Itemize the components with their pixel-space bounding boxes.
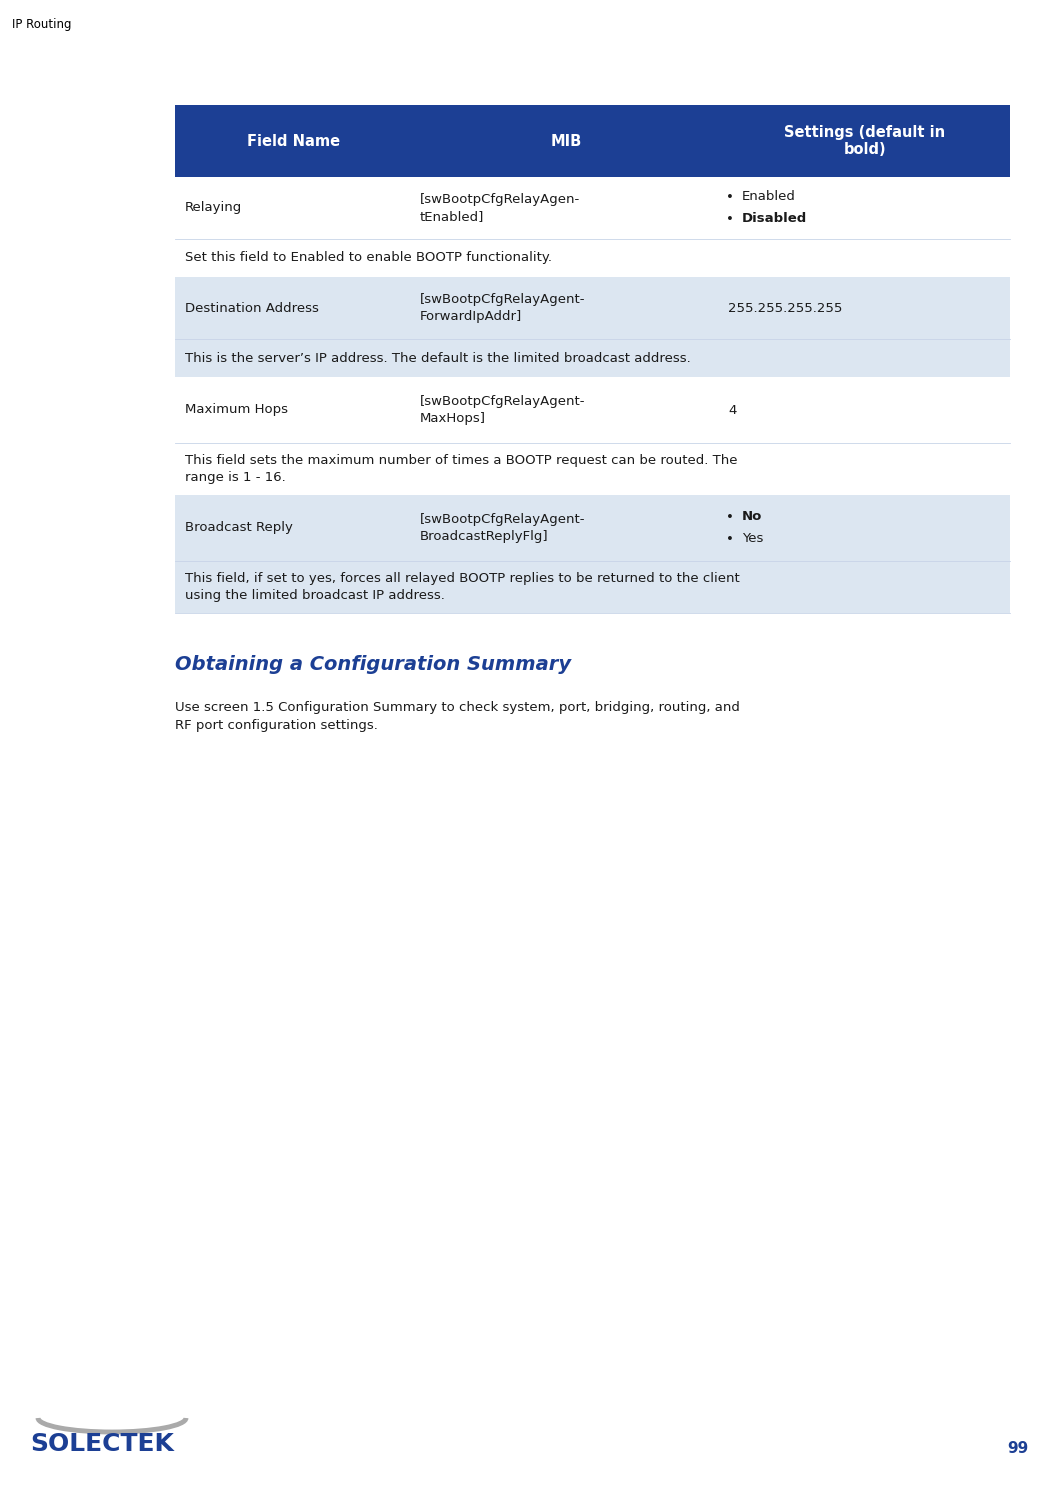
Text: Disabled: Disabled <box>742 212 808 226</box>
Text: 99: 99 <box>1008 1441 1029 1456</box>
Text: Broadcast Reply: Broadcast Reply <box>185 522 293 535</box>
Text: Field Name: Field Name <box>247 134 340 149</box>
Text: This is the server’s IP address. The default is the limited broadcast address.: This is the server’s IP address. The def… <box>185 352 690 364</box>
Text: 255.255.255.255: 255.255.255.255 <box>728 302 842 315</box>
Text: Settings (default in
bold): Settings (default in bold) <box>785 125 945 158</box>
Bar <box>175 276 1010 339</box>
Text: •: • <box>726 190 734 204</box>
Text: Use screen 1.5 Configuration Summary to check system, port, bridging, routing, a: Use screen 1.5 Configuration Summary to … <box>175 701 740 733</box>
Text: [swBootpCfgRelayAgent-
BroadcastReplyFlg]: [swBootpCfgRelayAgent- BroadcastReplyFlg… <box>420 513 585 542</box>
Text: SOLECTEK: SOLECTEK <box>30 1433 174 1456</box>
Text: •: • <box>726 212 734 226</box>
Bar <box>175 239 1010 276</box>
Text: Destination Address: Destination Address <box>185 302 319 315</box>
Text: Enabled: Enabled <box>742 190 796 204</box>
Text: Yes: Yes <box>742 532 764 545</box>
Text: [swBootpCfgRelayAgent-
MaxHops]: [swBootpCfgRelayAgent- MaxHops] <box>420 395 585 425</box>
Text: [swBootpCfgRelayAgent-
ForwardIpAddr]: [swBootpCfgRelayAgent- ForwardIpAddr] <box>420 293 585 322</box>
Bar <box>175 177 1010 239</box>
Text: Obtaining a Configuration Summary: Obtaining a Configuration Summary <box>175 655 571 675</box>
Text: This field, if set to yes, forces all relayed BOOTP replies to be returned to th: This field, if set to yes, forces all re… <box>185 572 740 602</box>
Text: Set this field to Enabled to enable BOOTP functionality.: Set this field to Enabled to enable BOOT… <box>185 251 552 265</box>
Text: MIB: MIB <box>551 134 581 149</box>
Bar <box>175 377 1010 443</box>
Text: IP Routing: IP Routing <box>12 18 71 31</box>
Text: This field sets the maximum number of times a BOOTP request can be routed. The
r: This field sets the maximum number of ti… <box>185 455 737 484</box>
Text: Maximum Hops: Maximum Hops <box>185 404 288 416</box>
Bar <box>175 443 1010 495</box>
Text: •: • <box>726 511 734 523</box>
Bar <box>175 495 1010 562</box>
Bar <box>175 562 1010 614</box>
Bar <box>175 106 1010 177</box>
Bar <box>175 339 1010 377</box>
Text: No: No <box>742 511 763 523</box>
Text: 4: 4 <box>728 404 736 416</box>
Text: [swBootpCfgRelayAgen-
tEnabled]: [swBootpCfgRelayAgen- tEnabled] <box>420 193 580 223</box>
Text: Relaying: Relaying <box>185 202 242 214</box>
Text: •: • <box>726 532 734 545</box>
